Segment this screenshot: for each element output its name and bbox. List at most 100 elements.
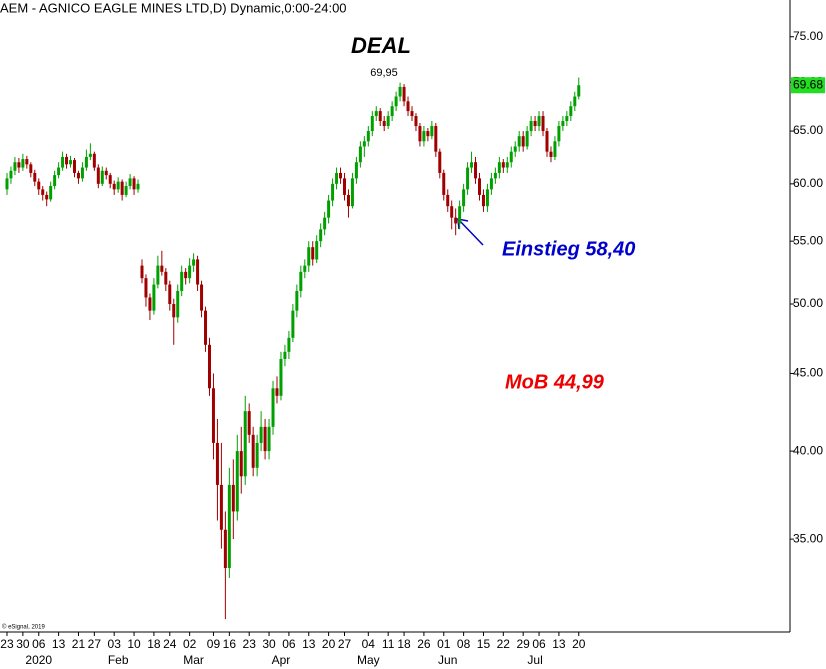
candle-body	[204, 310, 208, 345]
candle-body	[152, 284, 156, 311]
annotation: Einstieg 58,40	[502, 238, 635, 260]
candle-body	[311, 247, 315, 260]
candle-body	[438, 151, 442, 173]
y-tick-label: 35.00	[793, 531, 823, 545]
candle-body	[96, 167, 100, 184]
month-label: May	[357, 653, 380, 667]
candle-body	[65, 156, 69, 165]
candle-body	[156, 265, 160, 285]
candle-body	[251, 434, 255, 468]
candle-body	[414, 116, 418, 127]
month-label: Apr	[272, 653, 291, 667]
candle-body	[350, 178, 354, 207]
candle-body	[17, 162, 21, 168]
candle-body	[259, 426, 263, 443]
candle-body	[335, 172, 339, 184]
x-tick-label: 30	[262, 637, 276, 651]
candle-body	[180, 271, 184, 291]
candle-body	[485, 189, 489, 207]
chart-title: AEM - AGNICO EAGLE MINES LTD,D) Dynamic,…	[0, 0, 347, 15]
x-tick-label: 03	[108, 637, 122, 651]
candle-body	[442, 172, 446, 195]
candle-body	[196, 259, 200, 285]
candle-body	[505, 162, 509, 168]
candle-body	[569, 106, 573, 117]
candle-body	[378, 111, 382, 122]
candle-body	[303, 265, 307, 272]
x-tick-label: 22	[497, 637, 511, 651]
candle-body	[370, 116, 374, 132]
month-label: 2020	[25, 653, 52, 667]
candle-body	[92, 153, 96, 168]
candle-body	[342, 178, 346, 195]
candle-body	[120, 181, 124, 195]
x-tick-label: 18	[147, 637, 161, 651]
candle-body	[37, 181, 41, 190]
candle-body	[315, 241, 319, 260]
candle-body	[299, 271, 303, 291]
candle-body	[327, 200, 331, 218]
candle-body	[108, 175, 112, 184]
candle-body	[192, 259, 196, 266]
y-tick-label: 75.00	[793, 29, 823, 43]
candle-body	[354, 162, 358, 179]
candle-body	[489, 178, 493, 190]
candle-body	[57, 167, 61, 176]
x-tick-label: 29	[516, 637, 530, 651]
candle-body	[466, 167, 470, 190]
candle-body	[49, 186, 53, 200]
candle-body	[104, 170, 108, 176]
candle-body	[374, 111, 378, 117]
candle-body	[267, 426, 271, 452]
candle-body	[5, 178, 9, 190]
candle-body	[283, 351, 287, 359]
x-tick-label: 27	[88, 637, 102, 651]
candle-body	[219, 484, 223, 530]
candle-body	[470, 162, 474, 168]
x-tick-label: 15	[477, 637, 491, 651]
candle-body	[72, 160, 76, 173]
candle-body	[13, 162, 17, 171]
candle-body	[366, 131, 370, 142]
x-tick-label: 04	[362, 637, 376, 651]
x-tick-label: 18	[397, 637, 411, 651]
x-tick-label: 27	[338, 637, 352, 651]
candle-body	[41, 189, 45, 195]
x-tick-label: 09	[207, 637, 221, 651]
candle-body	[430, 126, 434, 137]
copyright: © eSignal, 2019	[2, 624, 45, 631]
candle-body	[80, 167, 84, 179]
x-tick-label: 13	[552, 637, 566, 651]
candle-body	[533, 121, 537, 127]
candle-body	[319, 229, 323, 242]
annotation: MoB 44,99	[505, 371, 605, 393]
candle-body	[474, 162, 478, 179]
candle-body	[116, 181, 120, 190]
candle-body	[160, 265, 164, 272]
x-tick-label: 13	[52, 637, 66, 651]
candle-body	[577, 85, 581, 97]
candle-body	[525, 131, 529, 147]
candle-body	[247, 411, 251, 435]
arrow	[457, 218, 484, 246]
candle-body	[402, 86, 406, 102]
x-tick-label: 20	[572, 637, 586, 651]
candle-body	[477, 178, 481, 195]
y-tick-label: 45.00	[793, 366, 823, 380]
x-tick-label: 13	[302, 637, 316, 651]
candle-body	[386, 116, 390, 127]
candle-body	[307, 247, 311, 266]
candle-body	[144, 278, 148, 298]
month-label: Feb	[108, 653, 129, 667]
candle-body	[529, 121, 533, 132]
candle-body	[84, 156, 88, 168]
candle-body	[509, 151, 513, 163]
candle-body	[25, 159, 29, 165]
x-tick-label: 23	[0, 637, 14, 651]
y-tick-label: 65.00	[793, 123, 823, 137]
candle-body	[128, 178, 132, 187]
candle-body	[545, 131, 549, 152]
candle-body	[446, 194, 450, 207]
x-tick-label: 11	[382, 637, 395, 651]
y-tick-label: 40.00	[793, 443, 823, 457]
